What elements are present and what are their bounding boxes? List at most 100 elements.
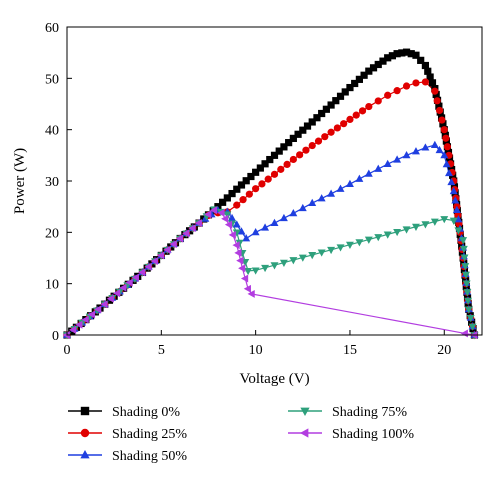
series-point-4: [188, 224, 196, 233]
series-point-1: [340, 120, 348, 128]
x-axis-title: Voltage (V): [239, 371, 309, 387]
series-point-3: [440, 216, 449, 224]
series-point-2: [345, 179, 354, 187]
series-point-3: [298, 254, 307, 262]
series-point-1: [283, 160, 291, 169]
x-tick-label: 20: [437, 343, 451, 358]
series-point-4: [112, 289, 121, 298]
series-point-3: [355, 239, 364, 247]
legend-marker: [299, 428, 309, 438]
series-point-4: [240, 274, 249, 283]
series-point-0: [426, 73, 434, 81]
series-point-4: [217, 208, 225, 217]
series-point-1: [433, 97, 441, 105]
series-point-1: [374, 97, 382, 105]
series-point-1: [321, 133, 329, 141]
series-point-3: [430, 218, 439, 226]
series-point-1: [352, 111, 360, 119]
series-point-2: [261, 223, 270, 231]
series-point-2: [435, 145, 444, 154]
series-point-3: [459, 245, 468, 254]
series-point-4: [68, 325, 77, 334]
series-point-3: [279, 259, 288, 267]
series-point-4: [138, 268, 146, 277]
y-axis-ticks: 0 10 20 30 40 50 60: [45, 21, 72, 344]
series-point-4: [238, 264, 246, 273]
series-point-2: [374, 164, 383, 172]
series-point-4: [236, 256, 244, 265]
series-point-2: [355, 174, 364, 182]
series-point-2: [327, 189, 336, 197]
series-point-4: [247, 289, 255, 298]
series-point-2: [242, 234, 251, 242]
series-point-2: [232, 220, 241, 228]
series-point-2: [279, 213, 288, 222]
series-line-4: [66, 209, 475, 336]
series-point-3: [223, 211, 232, 219]
series-point-3: [462, 271, 470, 280]
series-point-4: [94, 305, 102, 314]
series-point-0: [424, 67, 432, 75]
series-point-1: [402, 82, 411, 90]
series-point-4: [144, 262, 152, 271]
y-axis-title: Power (W): [12, 148, 28, 214]
y-tick-label: 10: [45, 278, 59, 293]
series-point-3: [466, 315, 475, 323]
series-point-2: [412, 147, 420, 155]
series-point-2: [228, 213, 237, 222]
series-line-3: [66, 208, 476, 336]
series-point-4: [460, 329, 468, 338]
series-point-1: [454, 211, 462, 219]
series-point-2: [449, 186, 458, 195]
series-point-2: [336, 184, 345, 192]
series-point-1: [365, 102, 373, 111]
series-point-1: [277, 165, 285, 173]
series-point-3: [345, 241, 354, 249]
x-tick-label: 5: [158, 343, 165, 358]
series-point-1: [440, 126, 448, 134]
plot-frame: [66, 26, 483, 336]
series-point-4: [100, 300, 108, 309]
x-axis-ticks: 0 5 10 15 20: [64, 330, 451, 358]
series-point-1: [393, 87, 401, 95]
series-point-0: [421, 61, 430, 70]
series-point-1: [233, 201, 241, 209]
series-point-2: [402, 151, 411, 159]
series-point-3: [336, 244, 345, 252]
series-point-1: [443, 143, 452, 151]
series-point-1: [296, 151, 304, 159]
series-point-1: [308, 141, 316, 150]
series-point-2: [442, 159, 451, 168]
x-tick-label: 0: [64, 343, 71, 358]
series-point-1: [358, 107, 367, 115]
series-point-3: [421, 221, 430, 229]
series-point-0: [428, 79, 437, 87]
series-line-0: [66, 51, 476, 336]
series-point-4: [125, 278, 133, 287]
series-point-2: [289, 209, 298, 217]
series-point-1: [442, 134, 450, 142]
legend-label: Shading 50%: [112, 449, 187, 464]
series-point-4: [234, 248, 242, 257]
series-point-4: [169, 240, 177, 249]
series-point-1: [289, 155, 297, 164]
series-point-3: [261, 264, 270, 273]
series-point-2: [451, 196, 460, 204]
series-point-3: [251, 267, 260, 275]
series-point-2: [447, 177, 456, 186]
series-point-2: [364, 169, 373, 177]
series-point-3: [462, 280, 471, 288]
series-point-4: [87, 310, 96, 319]
series-point-3: [289, 257, 298, 265]
y-tick-label: 0: [52, 329, 59, 344]
series-point-4: [81, 315, 89, 324]
series-point-3: [393, 228, 402, 237]
series-point-2: [317, 194, 326, 202]
series-point-4: [209, 206, 218, 215]
legend-marker: [80, 428, 90, 438]
series-point-4: [221, 214, 229, 223]
series-point-3: [454, 227, 463, 235]
series-point-3: [244, 267, 253, 276]
x-tick-label: 10: [249, 343, 263, 358]
